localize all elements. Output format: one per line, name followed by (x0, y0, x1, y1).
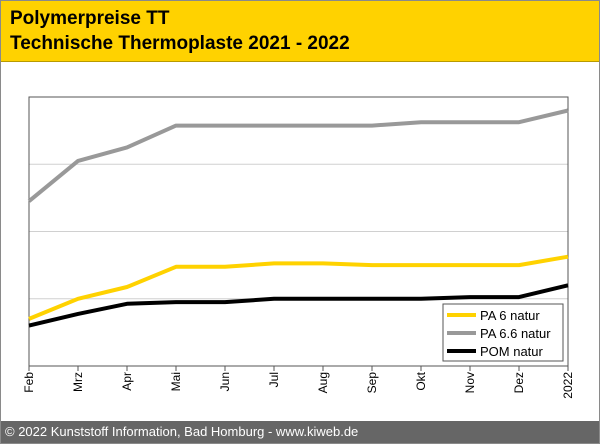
chart-subtitle: Technische Thermoplaste 2021 - 2022 (10, 33, 350, 54)
legend-label: PA 6 natur (480, 308, 540, 323)
x-tick-label: Jul (267, 372, 281, 387)
x-tick-label: Apr (120, 372, 134, 391)
x-tick-label: Sep (365, 372, 379, 394)
x-tick-label: Okt (414, 371, 428, 390)
x-tick-label: Aug (316, 372, 330, 393)
series-line (27, 108, 569, 203)
x-tick-label: Dez (512, 372, 526, 393)
footer-copyright: © 2022 Kunststoff Information, Bad Hombu… (5, 424, 359, 439)
footer-bar: © 2022 Kunststoff Information, Bad Hombu… (1, 421, 599, 443)
legend-label: POM natur (480, 344, 544, 359)
x-tick-label: Nov (463, 372, 477, 393)
series-line (28, 254, 569, 321)
x-tick-label: 2022 (561, 372, 575, 399)
x-tick-label: Jun (218, 372, 232, 391)
chart-title: Polymerpreise TT (10, 8, 170, 29)
x-tick-label: Feb (22, 372, 36, 393)
series-line (28, 283, 569, 328)
x-tick-label: Mai (169, 372, 183, 391)
legend-label: PA 6.6 natur (480, 326, 551, 341)
plot-area (28, 96, 569, 367)
x-tick-label: Mrz (71, 372, 85, 392)
chart-header: Polymerpreise TT Technische Thermoplaste… (1, 1, 599, 62)
